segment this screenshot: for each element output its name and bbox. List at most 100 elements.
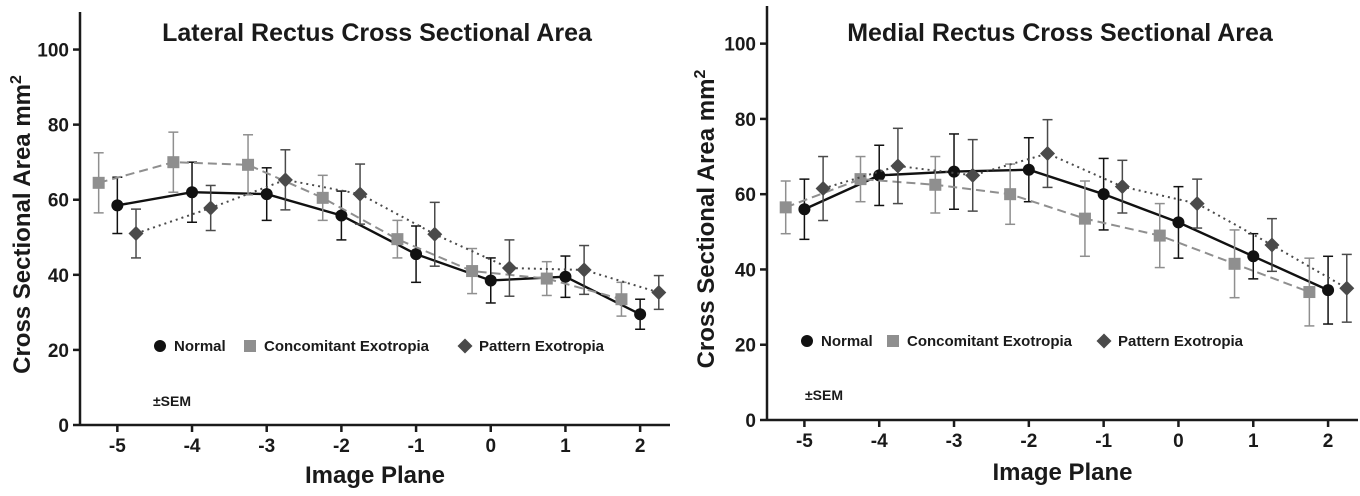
legend-label: Normal — [821, 333, 873, 350]
series-pattern-exotropia — [128, 149, 667, 311]
y-tick-label: 20 — [735, 336, 756, 357]
x-tick-label: -3 — [946, 431, 963, 452]
x-tick-label: -5 — [109, 436, 126, 457]
series-line — [785, 178, 1310, 293]
legend-label: Concomitant Exotropia — [907, 333, 1073, 350]
data-point — [634, 308, 647, 321]
series-normal — [111, 161, 647, 331]
chart-panel-medial: 0 20 40 60 80 100 -5 -4 -3 -2 -1 0 1 2 Medial Rectus C… — [692, 6, 1358, 486]
data-point — [615, 293, 628, 306]
data-point — [92, 176, 105, 189]
chart-title: Lateral Rectus Cross Sectional Area — [162, 19, 593, 47]
x-tick-label: -4 — [871, 431, 888, 452]
data-point — [1247, 250, 1260, 263]
data-point — [798, 203, 811, 216]
series-normal — [798, 133, 1335, 325]
y-tick-label: 80 — [48, 116, 69, 137]
series-line — [117, 191, 641, 316]
y-axis-label-text: Cross Sectional Area mm — [693, 79, 720, 369]
y-axis-label: Cross Sectional Area mm2 — [8, 75, 36, 374]
data-point — [111, 199, 124, 212]
legend-marker — [801, 335, 813, 347]
y-axis-label: Cross Sectional Area mm2 — [692, 70, 720, 369]
data-point — [501, 260, 517, 276]
y-axis-label-superscript: 2 — [8, 75, 25, 84]
x-axis-label: Image Plane — [992, 459, 1132, 486]
data-point — [1228, 257, 1241, 270]
y-tick-label: 60 — [735, 185, 756, 206]
data-point — [186, 186, 199, 199]
data-point — [410, 248, 423, 261]
data-point — [948, 165, 961, 178]
legend-label: Pattern Exotropia — [479, 338, 605, 355]
data-point — [651, 284, 667, 300]
y-axis-label-text: Cross Sectional Area mm — [9, 84, 36, 374]
data-point — [391, 233, 404, 246]
x-tick-label: 2 — [1323, 431, 1334, 452]
y-axis-label-superscript: 2 — [692, 70, 709, 79]
series-line — [135, 178, 660, 294]
data-point — [466, 265, 479, 278]
data-point — [242, 158, 255, 171]
data-point — [854, 173, 867, 186]
data-point — [1097, 188, 1110, 201]
x-tick-label: 1 — [560, 436, 571, 457]
data-point — [427, 226, 443, 242]
data-point — [815, 181, 831, 197]
series-concomitant-exotropia — [92, 131, 628, 317]
legend-marker — [244, 340, 256, 352]
x-tick-label: 1 — [1248, 431, 1259, 452]
x-tick-label: -2 — [1020, 431, 1037, 452]
data-point — [559, 270, 572, 283]
data-point — [1172, 216, 1185, 229]
series-line — [803, 168, 1329, 292]
sem-note: ±SEM — [805, 387, 843, 403]
y-tick-label: 60 — [48, 191, 69, 212]
sem-note: ±SEM — [153, 393, 191, 409]
data-point — [1322, 284, 1335, 297]
data-point — [965, 167, 981, 183]
legend-marker — [1096, 333, 1112, 349]
legend: Normal Concomitant Exotropia Pattern Exotr… — [801, 333, 1244, 350]
data-point — [260, 188, 273, 201]
legend-marker — [457, 338, 473, 354]
data-point — [1153, 229, 1166, 242]
series-concomitant-exotropia — [779, 155, 1316, 327]
x-tick-label: -3 — [258, 436, 275, 457]
x-tick-label: -4 — [184, 436, 201, 457]
data-point — [1004, 188, 1017, 201]
data-point — [1040, 146, 1056, 162]
data-point — [1114, 179, 1130, 195]
y-tick-label: 80 — [735, 110, 756, 131]
data-point — [1339, 280, 1355, 296]
legend-marker — [887, 335, 899, 347]
data-point — [1022, 163, 1035, 176]
series-pattern-exotropia — [815, 118, 1355, 323]
data-point — [540, 272, 553, 285]
data-point — [1078, 212, 1091, 225]
data-point — [277, 172, 293, 188]
x-axis-label: Image Plane — [305, 462, 445, 489]
chart-panel-lateral: 0 20 40 60 80 100 -5 -4 -3 -2 -1 0 1 2 Lateral Rectus … — [8, 12, 670, 489]
data-point — [1189, 196, 1205, 212]
data-point — [1303, 286, 1316, 299]
y-tick-label: 100 — [37, 41, 69, 62]
data-point — [484, 274, 497, 287]
y-tick-label: 20 — [48, 341, 69, 362]
y-tick-label: 0 — [58, 416, 69, 437]
y-tick-label: 40 — [48, 266, 69, 287]
x-tick-label: -1 — [408, 436, 425, 457]
y-tick-label: 40 — [735, 260, 756, 281]
data-point — [352, 186, 368, 202]
x-tick-label: -5 — [796, 431, 813, 452]
x-tick-label: 0 — [1173, 431, 1184, 452]
legend-marker — [154, 340, 166, 352]
series-line — [98, 161, 622, 301]
data-point — [203, 200, 219, 216]
data-point — [890, 158, 906, 174]
data-point — [576, 262, 592, 278]
series-line — [822, 152, 1348, 290]
legend-label: Concomitant Exotropia — [264, 338, 430, 355]
